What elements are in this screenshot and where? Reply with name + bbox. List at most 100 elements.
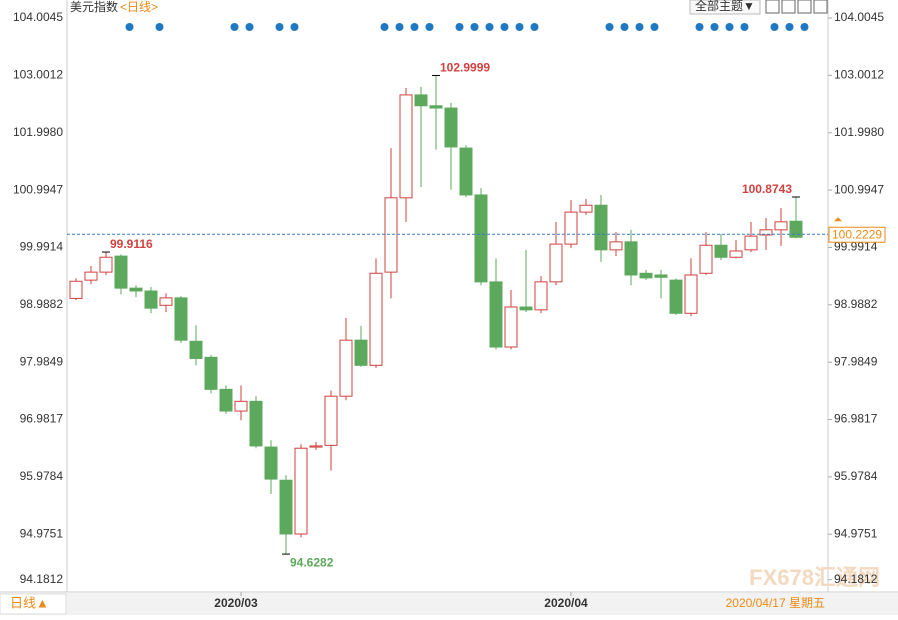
candle-body bbox=[789, 220, 803, 238]
y-tick-label: 101.9980 bbox=[13, 125, 63, 139]
event-marker bbox=[740, 23, 749, 31]
y-tick-label: 95.9784 bbox=[20, 469, 64, 483]
y-tick-label-right: 94.1812 bbox=[834, 572, 878, 586]
event-marker bbox=[425, 23, 434, 31]
event-marker bbox=[725, 23, 734, 31]
y-tick-label: 96.9817 bbox=[20, 412, 64, 426]
candle-body bbox=[609, 241, 623, 251]
candle-body bbox=[339, 339, 353, 397]
y-tick-label: 94.9751 bbox=[20, 526, 64, 540]
candle-body bbox=[654, 274, 668, 278]
y-tick-label-right: 104.0045 bbox=[834, 10, 884, 24]
candle-body bbox=[219, 388, 233, 412]
candle-body bbox=[99, 256, 113, 273]
candle-body bbox=[759, 229, 773, 236]
date-label: 2020/04/17 星期五 bbox=[726, 596, 825, 610]
event-marker bbox=[500, 23, 509, 31]
event-marker bbox=[380, 23, 389, 31]
last-price-arrow bbox=[834, 217, 842, 222]
candle-body bbox=[684, 274, 698, 314]
event-marker bbox=[410, 23, 419, 31]
candle-body bbox=[84, 271, 98, 281]
candle-body bbox=[729, 250, 743, 258]
y-tick-label-right: 103.0012 bbox=[834, 68, 884, 82]
candle-body bbox=[444, 107, 458, 148]
event-marker bbox=[710, 23, 719, 31]
candle-body bbox=[279, 479, 293, 535]
candle-body bbox=[144, 290, 158, 309]
watermark: FX678汇通网 bbox=[749, 565, 880, 590]
candle-body bbox=[324, 395, 338, 446]
candle-body bbox=[744, 235, 758, 251]
period-button[interactable] bbox=[0, 593, 67, 615]
event-marker bbox=[470, 23, 479, 31]
candle-body bbox=[579, 204, 593, 213]
period-button-label[interactable]: 日线▲ bbox=[10, 595, 49, 610]
zoom-in-button[interactable] bbox=[765, 0, 780, 14]
x-tick-label: 2020/04 bbox=[544, 596, 588, 610]
candle-body bbox=[309, 445, 323, 448]
event-marker bbox=[650, 23, 659, 31]
event-marker bbox=[155, 23, 164, 31]
left-button[interactable] bbox=[797, 0, 812, 14]
candle-body bbox=[399, 94, 413, 199]
event-marker bbox=[245, 23, 254, 31]
event-marker bbox=[605, 23, 614, 31]
candle-body bbox=[354, 339, 368, 366]
theme-button-label[interactable]: 全部主题▼ bbox=[695, 0, 755, 13]
candle-body bbox=[594, 204, 608, 251]
event-marker bbox=[485, 23, 494, 31]
candle-body bbox=[669, 279, 683, 314]
y-tick-label: 94.1812 bbox=[20, 572, 64, 586]
x-tick-label: 2020/03 bbox=[214, 596, 258, 610]
y-tick-label-right: 97.9849 bbox=[834, 354, 878, 368]
candle-body bbox=[564, 211, 578, 245]
event-marker bbox=[635, 23, 644, 31]
event-marker bbox=[785, 23, 794, 31]
candle-body bbox=[294, 447, 308, 535]
event-marker bbox=[395, 23, 404, 31]
high-label: 99.9116 bbox=[110, 237, 153, 251]
event-marker bbox=[530, 23, 539, 31]
candle-body bbox=[489, 281, 503, 348]
candle-body bbox=[69, 280, 83, 299]
theme-button[interactable] bbox=[689, 0, 761, 15]
candle-body bbox=[369, 272, 383, 366]
y-tick-label-right: 94.9751 bbox=[834, 526, 878, 540]
event-marker bbox=[230, 23, 239, 31]
y-tick-label-right: 96.9817 bbox=[834, 412, 878, 426]
bottom-bar bbox=[0, 593, 898, 615]
candle-body bbox=[459, 147, 473, 196]
period-label[interactable]: <日线> bbox=[120, 0, 158, 14]
right-button[interactable] bbox=[813, 0, 828, 14]
y-tick-label-right: 99.9914 bbox=[834, 240, 878, 254]
high-label: 102.9999 bbox=[440, 61, 490, 75]
candle-body bbox=[159, 297, 173, 306]
zoom-out-button[interactable] bbox=[781, 0, 796, 14]
candle-body bbox=[204, 356, 218, 390]
candle-body bbox=[774, 221, 788, 231]
candle-body bbox=[414, 94, 428, 107]
event-marker bbox=[275, 23, 284, 31]
event-marker bbox=[695, 23, 704, 31]
event-marker bbox=[455, 23, 464, 31]
candle-body bbox=[429, 105, 443, 109]
event-marker bbox=[125, 23, 134, 31]
low-label: 94.6282 bbox=[290, 555, 334, 569]
last-price-box bbox=[828, 226, 886, 243]
candle-body bbox=[624, 241, 638, 276]
candle-body bbox=[699, 244, 713, 274]
candle-body bbox=[264, 446, 278, 480]
chart-title: 美元指数 bbox=[70, 0, 118, 14]
y-tick-label: 99.9914 bbox=[20, 240, 64, 254]
event-marker bbox=[515, 23, 524, 31]
y-tick-label-right: 95.9784 bbox=[834, 469, 878, 483]
candle-body bbox=[504, 306, 518, 348]
y-tick-label: 97.9849 bbox=[20, 354, 64, 368]
candle-body bbox=[234, 400, 248, 412]
candle-body bbox=[714, 244, 728, 258]
candle-body bbox=[384, 197, 398, 273]
